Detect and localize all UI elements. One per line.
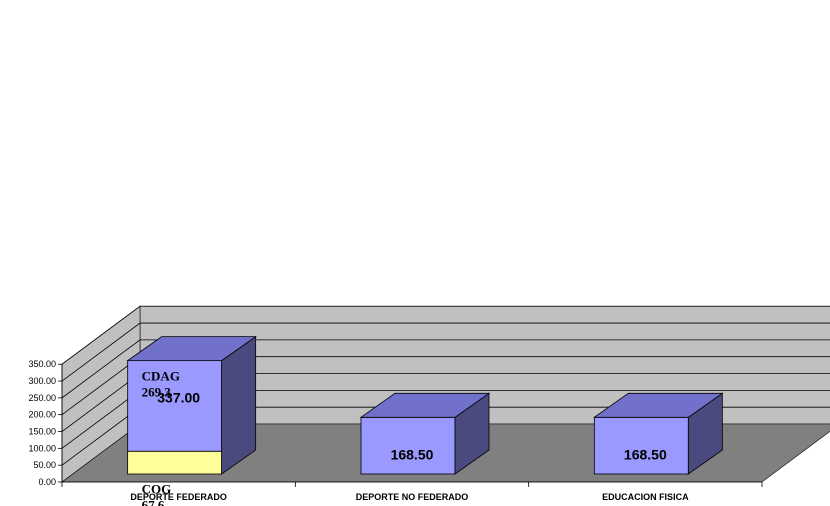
gridline <box>61 322 830 382</box>
bar-segment-cog <box>127 450 223 475</box>
bars <box>126 335 724 475</box>
y-tick-label: 350.00 <box>28 359 56 369</box>
bar-segment-cdag <box>360 416 456 475</box>
segment-value-label: 269.3 <box>142 385 172 400</box>
bar-top-face <box>359 392 491 418</box>
y-tick-label: 100.00 <box>28 443 56 453</box>
category-label: EDUCACION FISICA <box>602 492 689 502</box>
y-tick-label: 0.00 <box>38 477 56 487</box>
segment-value-label: 67.6 <box>142 497 165 506</box>
y-tick-label: 200.00 <box>28 410 56 420</box>
axes: 0.00 50.00 100.00 150.00 200.00 250.00 300.00 3… <box>28 359 763 502</box>
gridline <box>61 339 830 399</box>
bar-total-label: 337.00 <box>157 390 200 406</box>
category-label: DEPORTE NO FEDERADO <box>356 492 469 502</box>
bar-total-label: 168.50 <box>624 446 667 462</box>
bar-segment-cdag <box>593 416 689 475</box>
bar-total-label: 168.50 <box>391 446 434 462</box>
bar-top-face <box>126 336 257 362</box>
y-tick-label: 150.00 <box>28 427 56 437</box>
y-tick-label: 250.00 <box>28 393 56 403</box>
segment-name-label: CDAG <box>142 369 180 384</box>
y-tick-label: 300.00 <box>28 376 56 386</box>
bar-top-face <box>593 392 724 418</box>
segment-name-label: COG <box>142 481 172 496</box>
gridline <box>61 305 830 365</box>
y-tick-label: 50.00 <box>33 460 56 470</box>
category-label: DEPORTE FEDERADO <box>130 492 227 502</box>
